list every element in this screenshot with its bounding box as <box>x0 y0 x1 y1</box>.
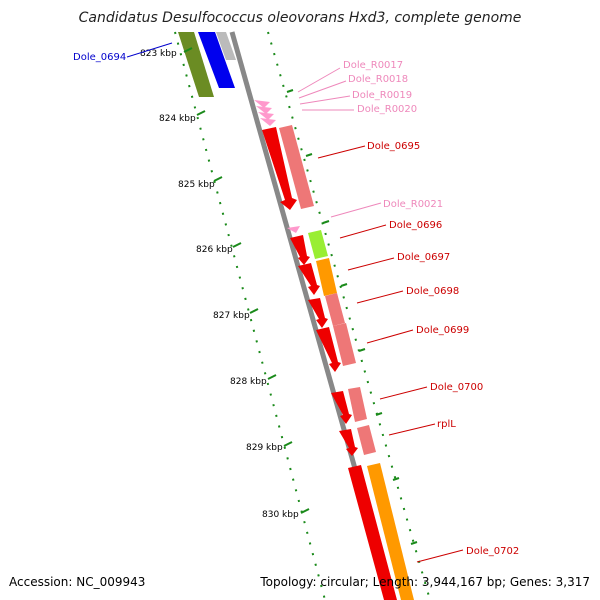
label-rpll[interactable]: rplL <box>437 419 456 430</box>
outer-tick <box>286 89 294 93</box>
label-dole-0696[interactable]: Dole_0696 <box>389 220 442 231</box>
leader-dole-0702 <box>416 549 464 563</box>
scale-tick-826 <box>232 242 242 248</box>
scale-tick-825 <box>213 176 223 182</box>
label-dole-0694[interactable]: Dole_0694 <box>73 52 126 63</box>
label-dole-r0017[interactable]: Dole_R0017 <box>343 60 403 71</box>
rna-dole-r0018[interactable] <box>256 106 272 114</box>
accession-text: Accession: NC_009943 <box>9 575 145 589</box>
rna-dole-r0017[interactable] <box>254 100 270 108</box>
gene-dole-0699-red[interactable] <box>316 327 341 372</box>
gene-dole-0694-olive[interactable] <box>178 32 214 97</box>
gene-rpll-pink[interactable] <box>357 425 376 455</box>
gene-dole-0700-pink[interactable] <box>348 387 367 422</box>
label-dole-0695[interactable]: Dole_0695 <box>367 141 420 152</box>
leader-dole-0694 <box>126 42 173 58</box>
gene-dole-0699-pink[interactable] <box>333 323 356 366</box>
outer-tick <box>305 153 313 157</box>
leader-dole-0695 <box>317 145 366 159</box>
gene-dole-0697-orange[interactable] <box>316 258 337 296</box>
gene-dole-0696-red[interactable] <box>290 235 310 265</box>
leader-dole-r0018 <box>298 80 347 99</box>
rna-dole-r0021[interactable] <box>287 226 300 233</box>
leader-dole-0698 <box>356 290 404 304</box>
label-dole-0702[interactable]: Dole_0702 <box>466 546 519 557</box>
leader-dole-0696 <box>339 224 387 239</box>
scale-label-824: 824 kbp <box>159 114 196 124</box>
gene-dole-0700-red[interactable] <box>331 391 352 424</box>
scale-tick-830 <box>300 508 310 514</box>
gene-dole-0694-grey[interactable] <box>216 32 236 60</box>
outer-tick <box>358 348 366 352</box>
genome-summary-text: Topology: circular; Length: 3,944,167 bp… <box>259 575 590 589</box>
label-dole-0700[interactable]: Dole_0700 <box>430 382 483 393</box>
gene-dole-0695-red[interactable] <box>262 127 297 210</box>
scale-label-829: 829 kbp <box>246 443 283 453</box>
scale-label-826: 826 kbp <box>196 245 233 255</box>
rna-dole-r0019[interactable] <box>258 112 274 120</box>
gene-dole-0702-orange[interactable] <box>367 463 414 600</box>
outer-tick <box>322 220 330 224</box>
leader-dole-0699 <box>366 329 414 344</box>
outer-tick <box>340 283 348 287</box>
outer-tick <box>392 477 400 481</box>
gene-dole-0695-pink[interactable] <box>279 125 314 209</box>
label-dole-0697[interactable]: Dole_0697 <box>397 252 450 263</box>
scale-ticks <box>183 47 310 514</box>
inner-scale-guide <box>174 31 326 600</box>
scale-tick-824 <box>196 110 206 116</box>
label-dole-r0021[interactable]: Dole_R0021 <box>383 199 443 210</box>
gene-dole-0694-blue[interactable] <box>198 32 235 88</box>
gene-dole-0698-pink[interactable] <box>325 293 345 326</box>
label-leader-lines <box>126 42 464 563</box>
leader-dole-r0019 <box>299 95 351 105</box>
gene-dole-0698-red[interactable] <box>308 298 328 328</box>
leader-dole-r0017 <box>297 67 341 93</box>
scale-tick-827 <box>249 308 259 314</box>
label-dole-r0020[interactable]: Dole_R0020 <box>357 104 417 115</box>
gene-dole-0697-red[interactable] <box>298 263 320 295</box>
scale-tick-828 <box>267 374 277 380</box>
scale-label-825: 825 kbp <box>178 180 215 190</box>
label-dole-r0019[interactable]: Dole_R0019 <box>352 90 412 101</box>
scale-tick-829 <box>283 441 293 447</box>
leader-dole-0697 <box>347 257 395 271</box>
scale-tick-labels: 823 kbp 824 kbp 825 kbp 826 kbp 827 kbp … <box>140 49 299 520</box>
outer-tick <box>410 541 418 545</box>
leader-rpll <box>388 423 436 436</box>
scale-label-830: 830 kbp <box>262 510 299 520</box>
leader-dole-r0021 <box>330 202 382 218</box>
label-dole-0698[interactable]: Dole_0698 <box>406 286 459 297</box>
label-dole-0699[interactable]: Dole_0699 <box>416 325 469 336</box>
map-title: Candidatus Desulfococcus oleovorans Hxd3… <box>79 10 522 26</box>
scale-label-823: 823 kbp <box>140 49 177 59</box>
leader-dole-0700 <box>379 386 428 400</box>
outer-tick <box>375 412 383 416</box>
scale-label-828: 828 kbp <box>230 377 267 387</box>
gene-dole-0696-green[interactable] <box>308 230 328 259</box>
rna-dole-r0020[interactable] <box>260 118 276 126</box>
gene-labels: Dole_0694 Dole_R0017 Dole_R0018 Dole_R00… <box>73 52 519 557</box>
scale-label-827: 827 kbp <box>213 311 250 321</box>
scale-tick-823 <box>183 47 193 53</box>
gene-dole-0702-red[interactable] <box>348 465 397 600</box>
gene-rpll-red[interactable] <box>339 429 358 456</box>
label-dole-r0018[interactable]: Dole_R0018 <box>348 74 408 85</box>
outer-guide-ticks <box>286 89 418 545</box>
gene-features <box>178 32 414 600</box>
